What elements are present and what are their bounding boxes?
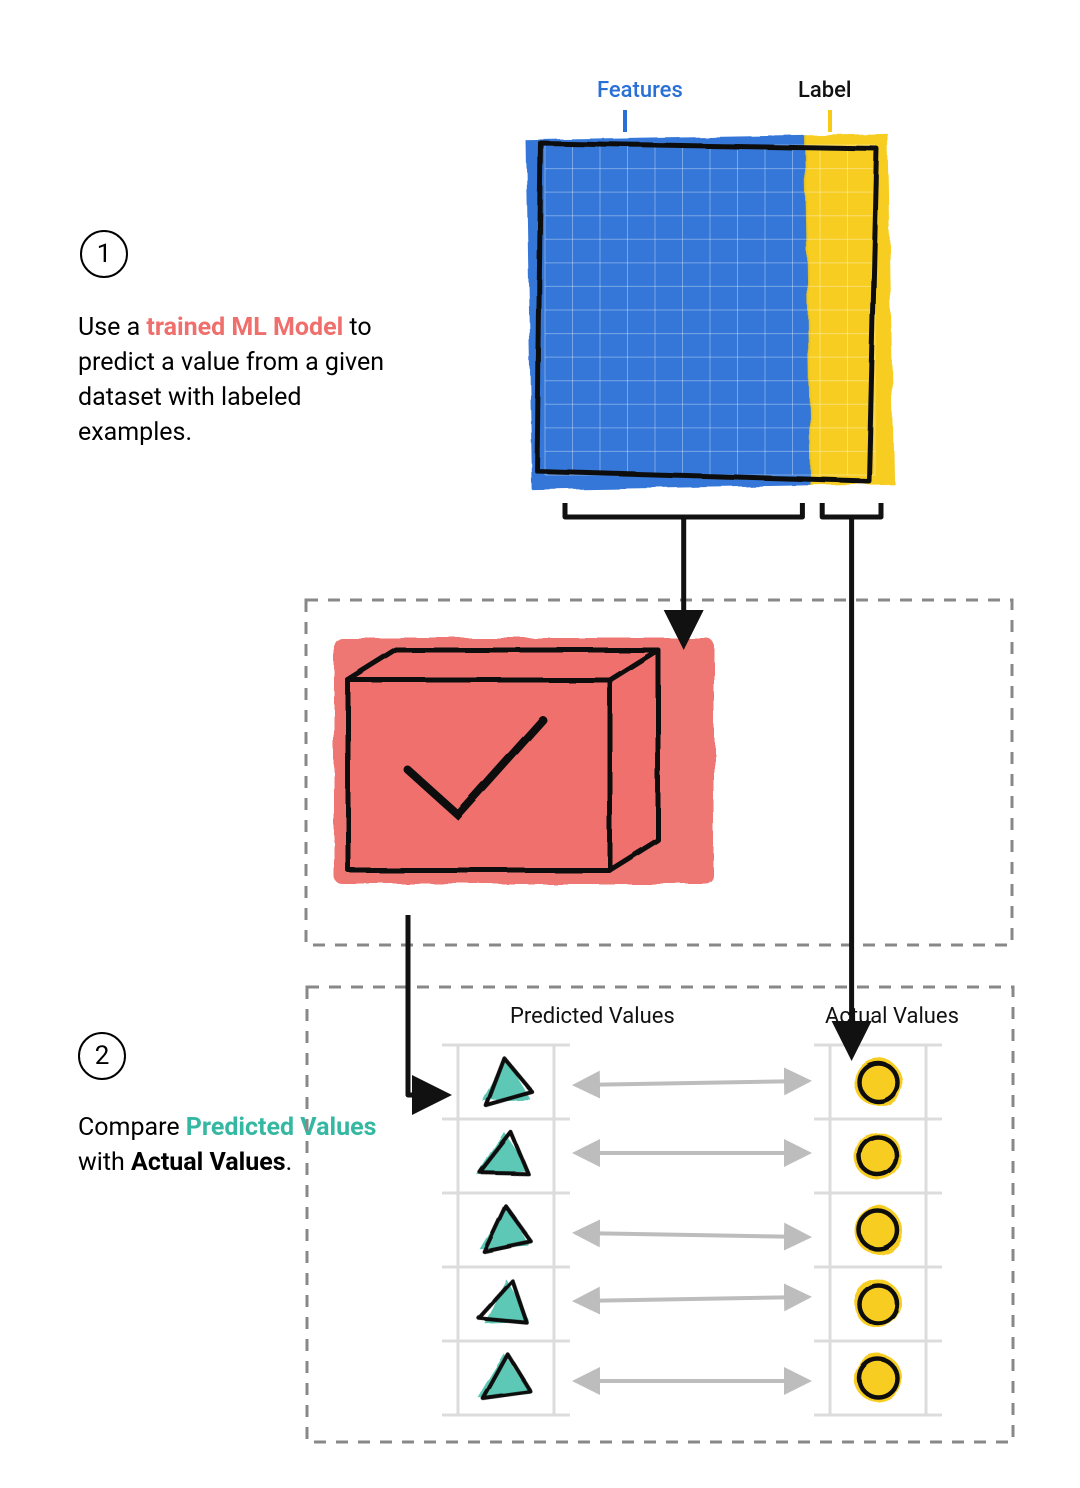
actual-header: Actual Values (825, 1004, 959, 1029)
ml-diagram (0, 0, 1080, 1488)
compare-block (307, 987, 1013, 1442)
features-label: Features (597, 78, 683, 103)
label-label: Label (798, 78, 852, 103)
predicted-header: Predicted Values (510, 1004, 675, 1029)
model-block (306, 600, 1012, 945)
dataset-block (526, 110, 894, 490)
